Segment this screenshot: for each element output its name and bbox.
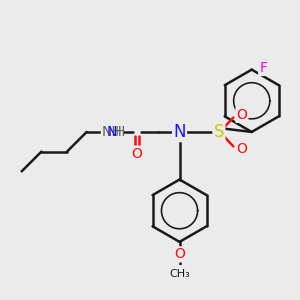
Text: CH₃: CH₃: [169, 269, 190, 279]
Text: N: N: [107, 125, 118, 139]
Text: S: S: [214, 123, 224, 141]
Text: F: F: [259, 61, 267, 75]
Text: O: O: [236, 108, 247, 122]
Text: NH: NH: [102, 125, 123, 139]
Text: O: O: [131, 147, 142, 160]
Text: N: N: [173, 123, 186, 141]
Text: H: H: [114, 125, 125, 139]
Text: O: O: [174, 247, 185, 261]
Text: O: O: [236, 142, 247, 156]
